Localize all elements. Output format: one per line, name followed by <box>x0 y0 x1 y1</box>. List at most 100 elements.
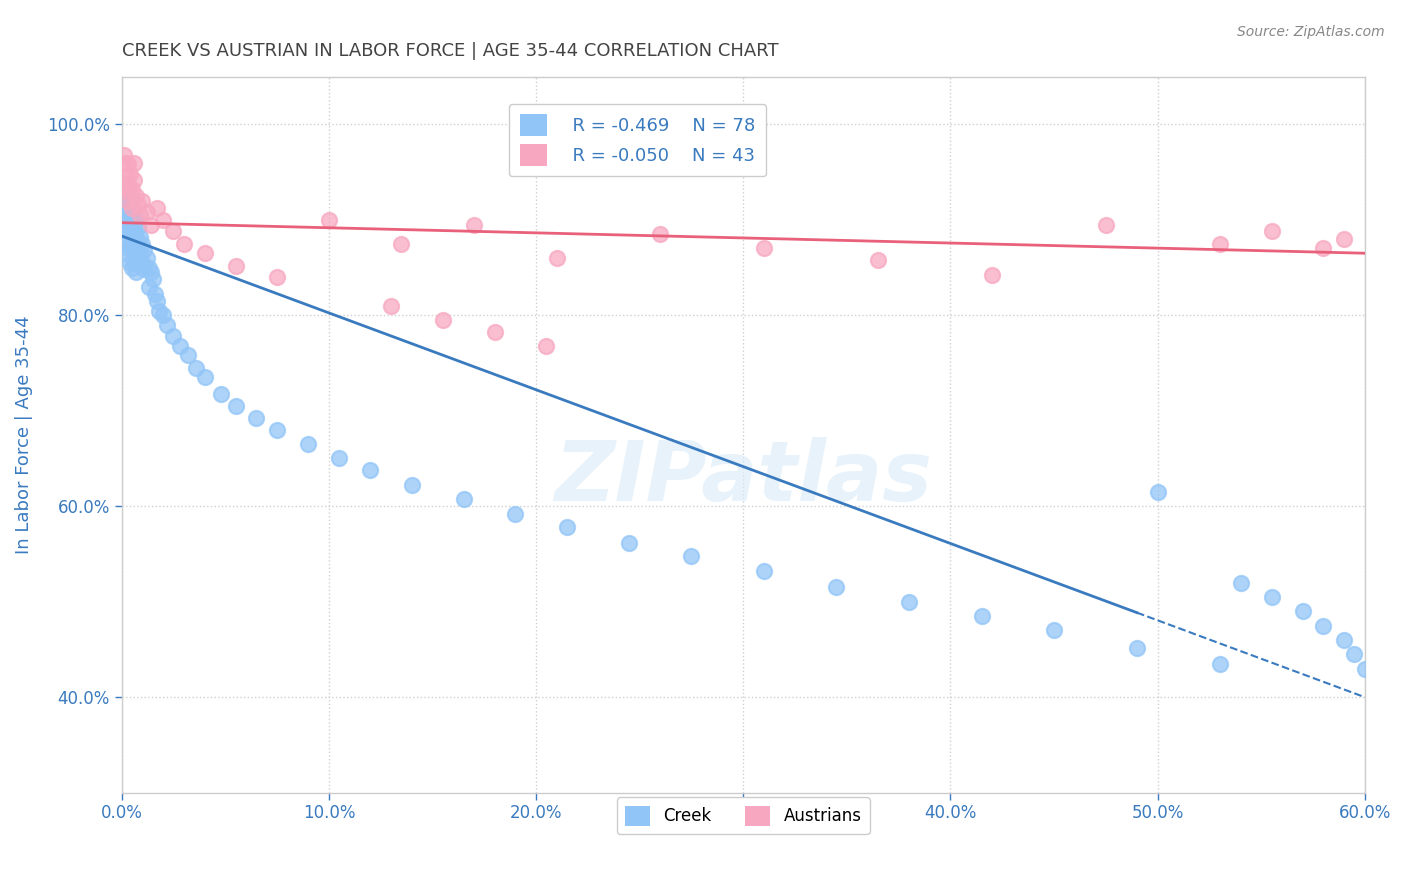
Point <box>134 244 156 258</box>
Point <box>1343 647 1365 661</box>
Point <box>173 236 195 251</box>
Point <box>162 224 184 238</box>
Point <box>328 451 350 466</box>
Point <box>127 220 149 235</box>
Point <box>122 155 145 169</box>
Point <box>866 252 889 267</box>
Point <box>463 218 485 232</box>
Point <box>1209 657 1232 671</box>
Point <box>117 157 139 171</box>
Point <box>115 224 138 238</box>
Point <box>139 265 162 279</box>
Legend: Creek, Austrians: Creek, Austrians <box>617 797 870 834</box>
Point <box>125 189 148 203</box>
Point <box>121 208 143 222</box>
Point <box>389 236 412 251</box>
Point <box>1146 484 1168 499</box>
Point <box>970 609 993 624</box>
Point <box>318 212 340 227</box>
Point <box>432 313 454 327</box>
Point <box>162 329 184 343</box>
Point <box>1209 236 1232 251</box>
Point <box>139 218 162 232</box>
Point <box>122 222 145 236</box>
Point <box>1312 242 1334 256</box>
Point <box>156 318 179 332</box>
Point <box>125 212 148 227</box>
Point <box>117 242 139 256</box>
Point <box>505 507 527 521</box>
Point <box>129 208 152 222</box>
Point <box>125 230 148 244</box>
Point <box>359 463 381 477</box>
Text: Source: ZipAtlas.com: Source: ZipAtlas.com <box>1237 25 1385 39</box>
Point <box>112 212 135 227</box>
Y-axis label: In Labor Force | Age 35-44: In Labor Force | Age 35-44 <box>15 315 32 554</box>
Point <box>117 194 139 208</box>
Point <box>127 236 149 251</box>
Point <box>121 192 143 206</box>
Point <box>131 236 153 251</box>
Point <box>131 194 153 208</box>
Point <box>146 293 169 308</box>
Point <box>1260 590 1282 604</box>
Point <box>1043 624 1066 638</box>
Point <box>152 212 174 227</box>
Point <box>134 262 156 277</box>
Point <box>118 198 141 212</box>
Point <box>266 423 288 437</box>
Point <box>266 270 288 285</box>
Point <box>115 246 138 260</box>
Point <box>193 370 215 384</box>
Point <box>121 242 143 256</box>
Point <box>112 179 135 194</box>
Point <box>118 186 141 200</box>
Point <box>1312 618 1334 632</box>
Point <box>546 251 568 265</box>
Point <box>245 411 267 425</box>
Point <box>1354 661 1376 675</box>
Point <box>1333 232 1355 246</box>
Point <box>142 272 165 286</box>
Point <box>118 167 141 181</box>
Point <box>177 348 200 362</box>
Point <box>129 230 152 244</box>
Point <box>681 549 703 563</box>
Point <box>138 279 160 293</box>
Point <box>898 595 921 609</box>
Point <box>115 155 138 169</box>
Point <box>1229 575 1251 590</box>
Point <box>115 203 138 218</box>
Point <box>1126 640 1149 655</box>
Point <box>186 360 208 375</box>
Point <box>825 581 848 595</box>
Point <box>121 224 143 238</box>
Point <box>143 287 166 301</box>
Point <box>225 399 247 413</box>
Point <box>225 259 247 273</box>
Point <box>125 265 148 279</box>
Point <box>1095 218 1118 232</box>
Point <box>121 260 143 275</box>
Text: CREEK VS AUSTRIAN IN LABOR FORCE | AGE 35-44 CORRELATION CHART: CREEK VS AUSTRIAN IN LABOR FORCE | AGE 3… <box>122 42 779 60</box>
Point <box>118 236 141 251</box>
Point <box>117 224 139 238</box>
Point <box>127 256 149 270</box>
Point <box>752 242 775 256</box>
Point <box>193 246 215 260</box>
Point <box>380 299 402 313</box>
Point <box>117 177 139 191</box>
Point <box>112 234 135 248</box>
Point <box>146 202 169 216</box>
Point <box>536 339 558 353</box>
Point <box>138 260 160 275</box>
Point <box>122 172 145 186</box>
Point <box>129 249 152 263</box>
Point <box>555 520 578 534</box>
Point <box>135 251 157 265</box>
Point <box>169 339 191 353</box>
Point <box>619 535 641 549</box>
Point <box>152 308 174 322</box>
Point <box>117 208 139 222</box>
Point <box>209 386 232 401</box>
